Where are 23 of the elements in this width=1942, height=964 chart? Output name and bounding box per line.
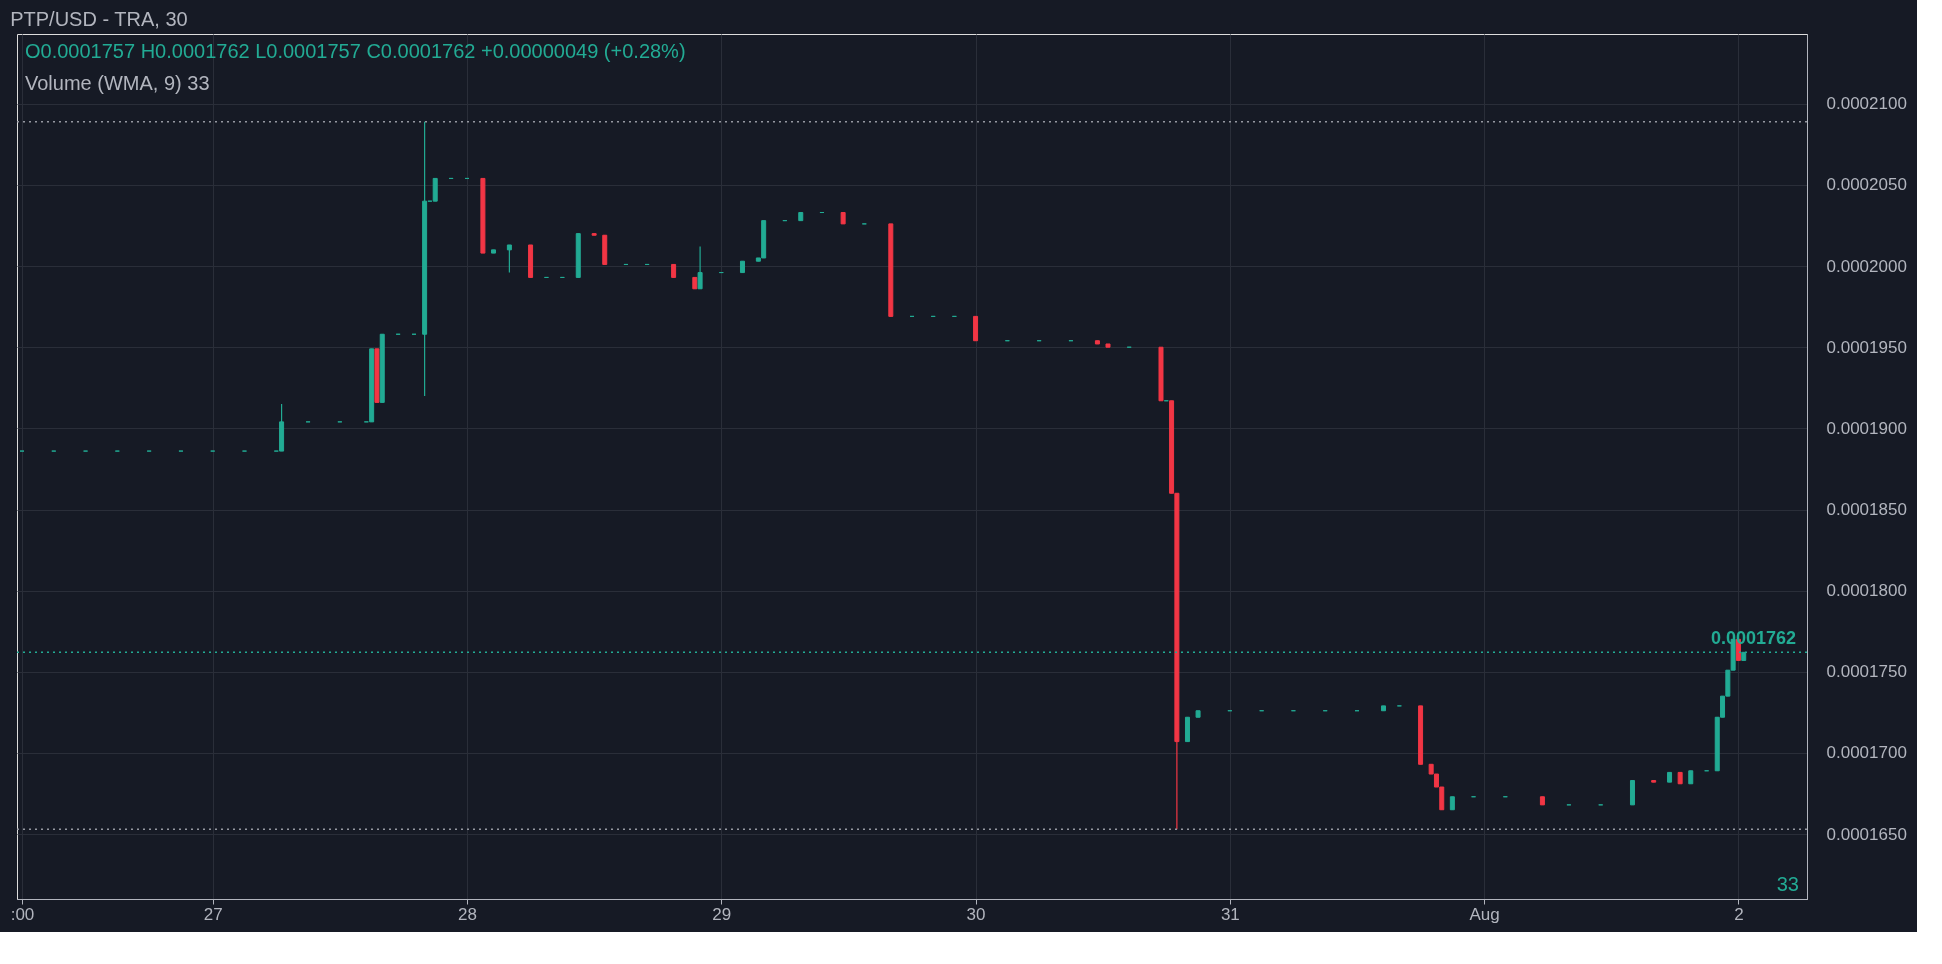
y-tick-label: 0.0001700: [1826, 743, 1907, 763]
annotation: 33: [1776, 873, 1799, 895]
x-tick-label: 28: [458, 904, 477, 924]
x-tick-label: 2: [1734, 904, 1744, 924]
y-tick-label: 0.0001900: [1826, 418, 1907, 438]
annotation: Volume (WMA, 9) 33: [25, 72, 210, 94]
x-tick-label: Aug: [1469, 904, 1500, 924]
chart-title: PTP/USD - TRA, 30: [10, 8, 188, 30]
y-tick-label: 0.0001650: [1826, 824, 1907, 844]
y-tick-label: 0.0001850: [1826, 500, 1907, 520]
ref-line-label: 0.0001762: [1710, 628, 1796, 649]
x-tick-label: 29: [712, 904, 732, 924]
y-tick-label: 0.0002050: [1826, 175, 1907, 195]
y-tick-label: 0.0001800: [1826, 581, 1907, 601]
y-tick-label: 0.0001750: [1826, 662, 1907, 682]
x-tick-label: 31: [1220, 904, 1240, 924]
y-tick-label: 0.0002000: [1826, 256, 1907, 276]
x-tick-label: :00: [10, 904, 35, 924]
x-tick-label: 27: [203, 904, 223, 924]
x-tick-label: 30: [966, 904, 986, 924]
y-tick-label: 0.0001950: [1826, 337, 1907, 357]
y-tick-label: 0.0002100: [1826, 94, 1907, 114]
annotation: O0.0001757 H0.0001762 L0.0001757 C0.0001762 +0.00000049 (+0.28%): [25, 40, 686, 62]
